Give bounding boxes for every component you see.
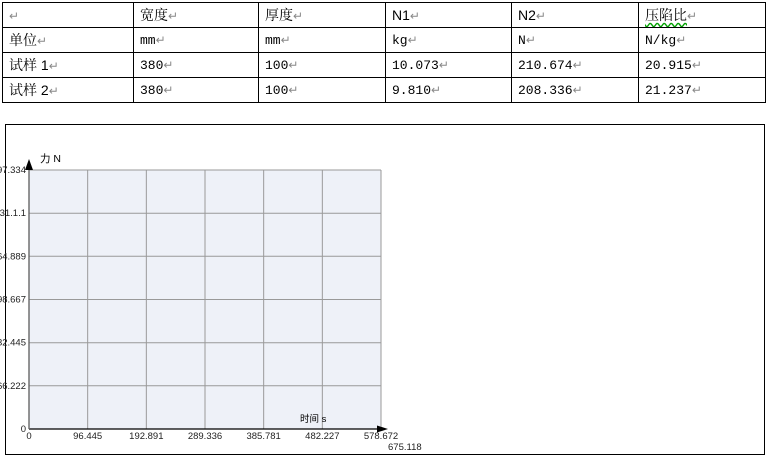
svg-text:198.667: 198.667	[0, 295, 26, 306]
svg-text:482.227: 482.227	[305, 431, 339, 442]
svg-text:192.891: 192.891	[129, 431, 163, 442]
svg-text:289.336: 289.336	[188, 431, 222, 442]
svg-text:66.222: 66.222	[0, 381, 26, 392]
svg-text:力 N: 力 N	[40, 152, 61, 165]
svg-text:96.445: 96.445	[73, 431, 102, 442]
svg-text:397.334: 397.334	[0, 165, 26, 176]
svg-text:385.781: 385.781	[246, 431, 280, 442]
svg-text:132.445: 132.445	[0, 338, 26, 349]
svg-text:0: 0	[21, 424, 26, 435]
svg-text:0: 0	[26, 431, 31, 442]
svg-text:578.672: 578.672	[364, 431, 398, 442]
svg-text:675.118: 675.118	[388, 442, 422, 453]
svg-text:264.889: 264.889	[0, 251, 26, 262]
svg-text:时间 s: 时间 s	[300, 413, 327, 425]
svg-text:331.1.1: 331.1.1	[0, 208, 26, 219]
